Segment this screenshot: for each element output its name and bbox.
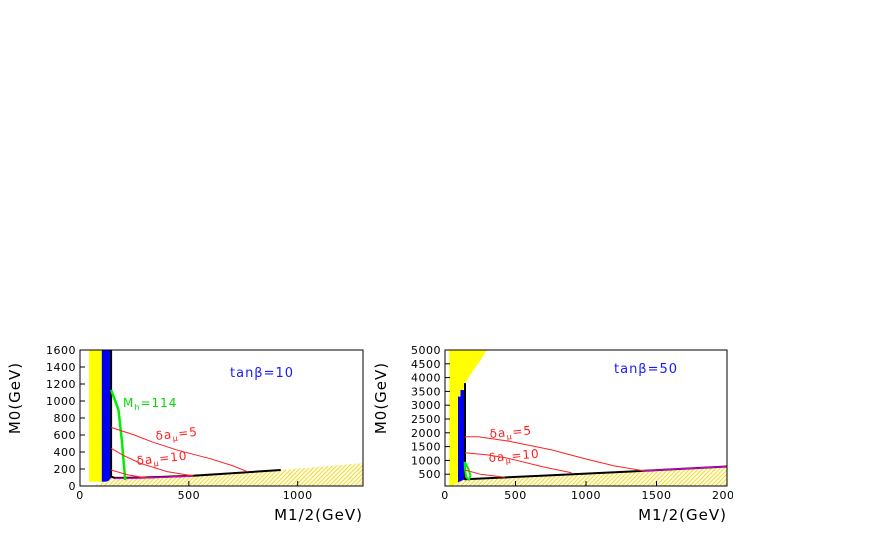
curve-label-value: =10: [159, 449, 189, 466]
x-tick-label: 1500: [642, 489, 672, 502]
curve-label-subscript: μ: [153, 459, 160, 469]
curve-label-subscript: μ: [172, 434, 179, 444]
y-tick-label: 600: [54, 429, 77, 442]
curve-label-main: M: [123, 396, 134, 410]
y-tick-label: 800: [54, 412, 77, 425]
y-tick-label: 400: [54, 446, 77, 459]
excluded-yellow-region: [449, 350, 487, 486]
excluded-hatched-region: [93, 463, 363, 486]
series-line-4: [110, 447, 194, 477]
curve-label: δaμ=10: [136, 449, 189, 470]
excluded-yellow-region: [89, 350, 102, 482]
y-tick-label: 4500: [411, 358, 441, 371]
curve-label-value: =114: [140, 396, 177, 410]
x-tick-label: 500: [504, 489, 527, 502]
tan-beta-annotation: tanβ=10: [230, 366, 294, 381]
series-line-3: [465, 436, 645, 472]
y-tick-label: 1600: [46, 344, 76, 357]
series-line-1: [642, 465, 727, 472]
series-line-3: [110, 426, 248, 473]
y-tick-label: 0: [69, 480, 77, 493]
y-tick-label: 1200: [46, 378, 76, 391]
x-axis-label: M1/2(GeV): [274, 506, 363, 524]
x-tick-label: 2000: [712, 489, 742, 502]
x-axis-label: M1/2(GeV): [638, 506, 727, 524]
series-line-5: [110, 469, 148, 479]
panel-tanbeta-10: 0 200 400 600 800 1000 1200 1400 1600 0 500 1000 M0(…: [6, 344, 364, 524]
plot-frame: [79, 349, 364, 487]
curve-label-main: δa: [136, 452, 154, 468]
excluded-hatched-region: [450, 466, 727, 486]
x-tick-label: 1000: [571, 489, 601, 502]
curve-label: δaμ=10: [488, 447, 540, 467]
y-tick-label: 5000: [411, 344, 441, 357]
curve-label-subscript: μ: [506, 432, 513, 441]
y-tick-label: 3000: [411, 399, 441, 412]
y-tick-label: 200: [54, 463, 77, 476]
panel-tanbeta-50: 5001000150020002500300035004000450050000…: [372, 344, 742, 524]
excluded-blue-region: [101, 350, 112, 482]
plot-area: [89, 350, 363, 486]
x-tick-label: 0: [76, 489, 84, 502]
tan-beta-annotation: tanβ=50: [614, 362, 678, 377]
excluded-blue-region: [458, 390, 465, 484]
y-tick-label: 1000: [411, 454, 441, 467]
x-tick-label: 1000: [283, 489, 313, 502]
plot-frame: [444, 349, 728, 487]
curve-label-subscript: h: [134, 403, 140, 412]
y-tick-label: 500: [419, 468, 442, 481]
series-line-4: [464, 452, 572, 474]
curve-label-main: δa: [489, 426, 507, 441]
y-tick-label: 1400: [46, 361, 76, 374]
curve-label-value: =5: [512, 423, 533, 439]
curve-label-subscript: μ: [505, 456, 512, 465]
plot-area: [449, 350, 727, 486]
series-line-2: [463, 461, 472, 481]
series-line-2: [109, 389, 127, 481]
curve-label-main: δa: [155, 427, 173, 443]
y-tick-label: 4000: [411, 372, 441, 385]
y-tick-label: 2500: [411, 413, 441, 426]
curve-label: Mh=114: [123, 396, 177, 412]
y-tick-label: 1500: [411, 441, 441, 454]
curve-label-main: δa: [488, 450, 506, 465]
y-tick-label: 3500: [411, 385, 441, 398]
curve-label: δaμ=5: [489, 423, 533, 443]
series-line-5: [464, 469, 505, 478]
y-tick-label: 1000: [46, 395, 76, 408]
curve-label: δaμ=5: [155, 425, 199, 445]
y-axis-label: M0(GeV): [372, 362, 390, 434]
curve-label-value: =5: [178, 425, 199, 441]
x-tick-label: 500: [178, 489, 201, 502]
x-tick-label: 0: [441, 489, 449, 502]
y-tick-label: 2000: [411, 427, 441, 440]
y-axis-label: M0(GeV): [6, 362, 24, 434]
curve-label-value: =10: [511, 447, 540, 463]
